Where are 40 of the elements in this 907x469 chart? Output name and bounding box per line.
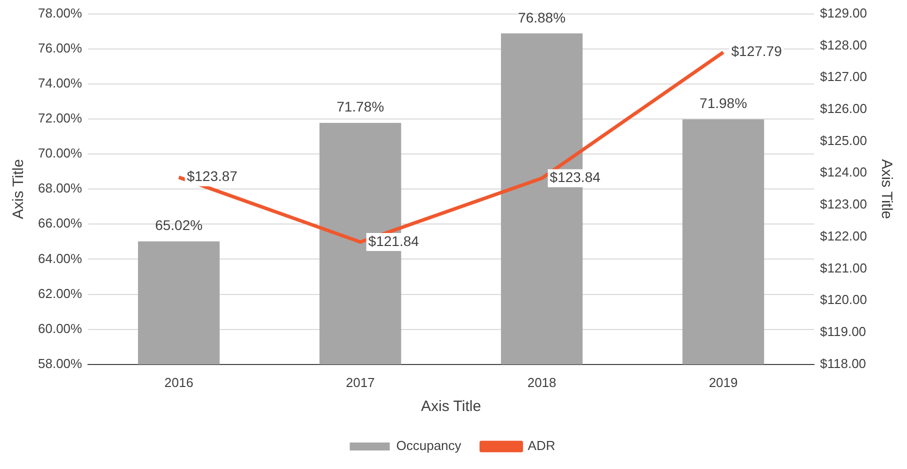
y2-tick-label: $119.00 (820, 324, 866, 340)
y2-axis-title: Axis Title (878, 159, 895, 220)
y-tick-label: 64.00% (38, 250, 83, 266)
data-label: $123.87 (186, 168, 238, 184)
y2-tick-label: $128.00 (820, 37, 868, 52)
y-tick-label: 74.00% (38, 76, 83, 90)
y-tick-label: 66.00% (38, 216, 83, 231)
x-axis-title: Axis Title (421, 398, 482, 416)
y-tick-label: 70.00% (38, 146, 83, 161)
data-label: 76.88% (518, 9, 566, 26)
x-tick-label: 2017 (346, 374, 375, 390)
y2-tick-label: $122.00 (820, 228, 868, 244)
y-tick-label: 68.00% (38, 180, 83, 196)
y2-tick-label: $123.00 (820, 196, 868, 212)
legend-label: Occupancy (396, 438, 462, 454)
y-tick-label: 78.00% (38, 5, 83, 20)
y2-tick-label: $121.00 (820, 260, 868, 276)
x-tick-label: 2019 (708, 374, 738, 390)
data-label: $127.79 (731, 43, 782, 60)
x-tick-label: 2018 (527, 374, 556, 390)
y2-tick-label: $120.00 (820, 292, 868, 308)
y2-tick-label: $125.00 (820, 132, 868, 148)
legend-label: ADR (528, 438, 556, 454)
y2-tick-label: $127.00 (820, 69, 868, 84)
y-tick-label: 76.00% (38, 40, 83, 56)
y-tick-label: 62.00% (38, 286, 83, 301)
y-tick-label: 60.00% (38, 320, 83, 336)
y2-tick-label: $126.00 (820, 100, 868, 116)
y-tick-label: 72.00% (38, 110, 83, 126)
data-label: 71.78% (336, 98, 384, 115)
x-tick-label: 2016 (164, 374, 194, 390)
data-label: 65.02% (155, 217, 203, 234)
data-label: $123.84 (550, 169, 601, 186)
data-label: 71.98% (700, 95, 748, 112)
y-tick-label: 58.00% (38, 356, 83, 371)
y2-tick-label: $129.00 (820, 5, 868, 20)
y-axis-title: Axis Title (10, 159, 28, 220)
y2-tick-label: $124.00 (820, 164, 868, 180)
y2-tick-label: $118.00 (820, 356, 866, 371)
data-label: $121.84 (368, 232, 420, 249)
